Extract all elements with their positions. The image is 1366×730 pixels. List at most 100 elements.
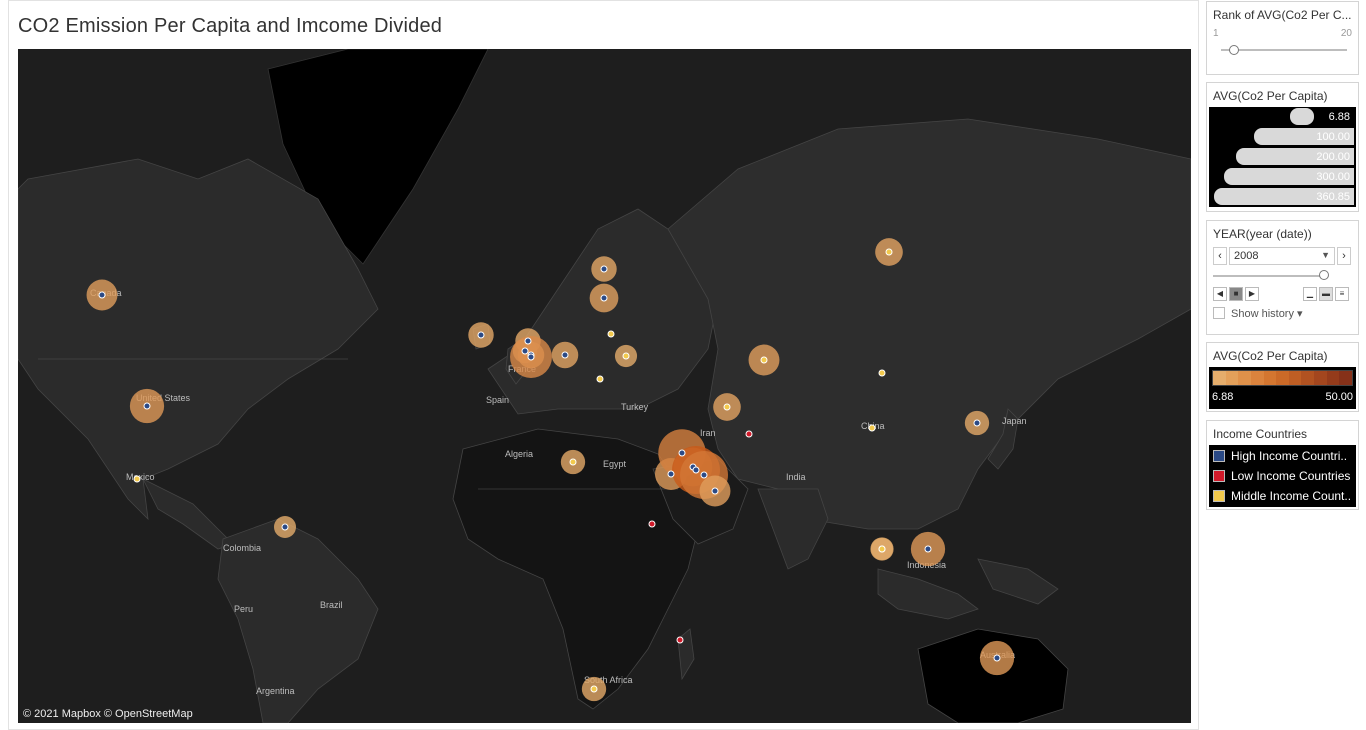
- income-dot[interactable]: [667, 470, 675, 478]
- size-legend-mark: [1254, 128, 1354, 145]
- map-label: Argentina: [256, 686, 295, 696]
- size-legend-mark: [1290, 108, 1314, 125]
- rank-max: 20: [1340, 28, 1352, 39]
- year-dropdown[interactable]: 2008 ▼: [1229, 247, 1335, 265]
- size-legend-item: 360.85: [1209, 187, 1354, 207]
- size-legend[interactable]: 6.88 100.00 200.00 300.00 360.85: [1209, 107, 1356, 207]
- income-dot[interactable]: [711, 487, 719, 495]
- rank-slider-handle[interactable]: [1229, 45, 1239, 55]
- color-legend-title: AVG(Co2 Per Capita): [1213, 349, 1328, 363]
- income-dot[interactable]: [878, 369, 886, 377]
- map-label: South Africa: [584, 675, 633, 685]
- rank-slider-track[interactable]: [1221, 49, 1347, 51]
- income-dot[interactable]: [607, 330, 615, 338]
- income-dot[interactable]: [993, 654, 1001, 662]
- income-dot[interactable]: [868, 424, 876, 432]
- income-dot[interactable]: [973, 419, 981, 427]
- income-legend-panel: Income Countries High Income Countri.. L…: [1206, 420, 1359, 510]
- play-forward-icon[interactable]: ▶: [1245, 287, 1259, 301]
- income-dot[interactable]: [561, 351, 569, 359]
- speed-slow-icon[interactable]: ▁: [1303, 287, 1317, 301]
- play-back-icon[interactable]: ◀: [1213, 287, 1227, 301]
- income-dot[interactable]: [98, 291, 106, 299]
- legend-label: Low Income Countries: [1231, 469, 1351, 483]
- map-label: Turkey: [621, 402, 649, 412]
- year-slider-handle[interactable]: [1319, 270, 1329, 280]
- color-gradient: [1212, 370, 1353, 386]
- income-dot[interactable]: [745, 430, 753, 438]
- income-dot[interactable]: [678, 449, 686, 457]
- legend-item-high-income[interactable]: High Income Countri..: [1213, 446, 1354, 466]
- map-label: India: [786, 472, 806, 482]
- size-legend-item: 6.88: [1209, 107, 1354, 127]
- map-label: Brazil: [320, 600, 343, 610]
- show-history-checkbox[interactable]: [1213, 307, 1225, 319]
- size-legend-value: 100.00: [1316, 131, 1350, 143]
- prev-year-button[interactable]: ‹: [1213, 247, 1227, 265]
- income-dot[interactable]: [600, 265, 608, 273]
- income-legend[interactable]: High Income Countri.. Low Income Countri…: [1209, 445, 1356, 507]
- map-label: Algeria: [505, 449, 533, 459]
- borders: [38, 358, 678, 490]
- income-dot[interactable]: [760, 356, 768, 364]
- legend-label: High Income Countri..: [1231, 449, 1348, 463]
- playback-controls: ◀ ■ ▶ ▁ ▬ ≡: [1213, 285, 1352, 305]
- income-dot[interactable]: [885, 248, 893, 256]
- income-dot[interactable]: [600, 294, 608, 302]
- speed-fast-icon[interactable]: ≡: [1335, 287, 1349, 301]
- map-label: Egypt: [603, 459, 627, 469]
- legend-label: Middle Income Count..: [1231, 489, 1352, 503]
- income-dot[interactable]: [524, 337, 532, 345]
- year-filter-title: YEAR(year (date)): [1213, 227, 1312, 241]
- map-canvas[interactable]: CanadaUnited StatesMexicoColombiaPeruBra…: [18, 49, 1191, 723]
- year-selector: ‹ 2008 ▼ ›: [1213, 245, 1352, 267]
- income-dot[interactable]: [700, 471, 708, 479]
- income-dot[interactable]: [569, 458, 577, 466]
- legend-item-low-income[interactable]: Low Income Countries: [1213, 466, 1354, 486]
- stop-icon[interactable]: ■: [1229, 287, 1243, 301]
- speed-medium-icon[interactable]: ▬: [1319, 287, 1333, 301]
- income-dot[interactable]: [477, 331, 485, 339]
- size-legend-value: 6.88: [1328, 111, 1350, 123]
- income-dot[interactable]: [676, 636, 684, 644]
- size-legend-mark: [1214, 188, 1354, 205]
- income-dot[interactable]: [723, 403, 731, 411]
- income-dot[interactable]: [648, 520, 656, 528]
- income-dot[interactable]: [596, 375, 604, 383]
- size-legend-item: 200.00: [1209, 147, 1354, 167]
- income-dot[interactable]: [143, 402, 151, 410]
- income-dot[interactable]: [878, 545, 886, 553]
- income-dot[interactable]: [590, 685, 598, 693]
- rank-filter-panel: Rank of AVG(Co2 Per C... 1 20: [1206, 1, 1359, 75]
- rank-range: 1 20: [1207, 26, 1358, 42]
- income-dot[interactable]: [521, 347, 529, 355]
- income-dot[interactable]: [622, 352, 630, 360]
- income-dot[interactable]: [527, 353, 535, 361]
- income-dot[interactable]: [133, 475, 141, 483]
- map-attribution[interactable]: © 2021 Mapbox © OpenStreetMap: [23, 708, 193, 720]
- world-map[interactable]: CanadaUnited StatesMexicoColombiaPeruBra…: [18, 49, 1191, 723]
- size-legend-mark: [1224, 168, 1354, 185]
- income-dot[interactable]: [281, 523, 289, 531]
- income-dot[interactable]: [924, 545, 932, 553]
- show-history-label: Show history ▾: [1231, 308, 1303, 320]
- size-legend-panel: AVG(Co2 Per Capita) 6.88 100.00 200.00 3…: [1206, 82, 1359, 212]
- color-legend[interactable]: 6.88 50.00: [1209, 367, 1356, 409]
- map-label: Spain: [486, 395, 509, 405]
- rank-filter-title: Rank of AVG(Co2 Per C...: [1213, 8, 1352, 22]
- income-dot[interactable]: [692, 466, 700, 474]
- size-legend-value: 200.00: [1316, 151, 1350, 163]
- size-legend-value: 360.85: [1316, 191, 1350, 203]
- map-label: Mexico: [126, 472, 155, 482]
- map-label: Peru: [234, 604, 253, 614]
- show-history-toggle[interactable]: Show history ▾: [1213, 305, 1352, 323]
- income-dots[interactable]: [98, 248, 1001, 693]
- size-legend-mark: [1236, 148, 1354, 165]
- next-year-button[interactable]: ›: [1337, 247, 1351, 265]
- year-slider-track[interactable]: [1213, 275, 1325, 277]
- middle-income-swatch: [1213, 490, 1225, 502]
- color-legend-panel: AVG(Co2 Per Capita) 6.88 50.00: [1206, 342, 1359, 412]
- rank-min: 1: [1213, 28, 1219, 39]
- legend-item-middle-income[interactable]: Middle Income Count..: [1213, 486, 1354, 506]
- year-filter-panel: YEAR(year (date)) ‹ 2008 ▼ › ◀ ■ ▶ ▁ ▬ ≡…: [1206, 220, 1359, 335]
